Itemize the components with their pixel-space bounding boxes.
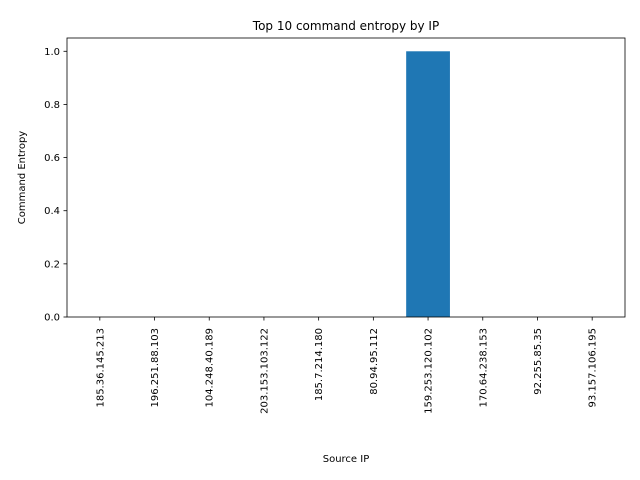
x-axis-ticks: 185.36.145.213 196.251.88.103 104.248.40.1… — [95, 317, 599, 414]
x-tick-label: 92.255.85.35 — [533, 328, 544, 395]
y-axis-label: Command Entropy — [17, 131, 28, 225]
plot-frame — [66, 37, 626, 318]
x-axis-label: Source IP — [323, 454, 370, 465]
y-tick-label: 0.0 — [44, 313, 60, 324]
y-tick-label: 1.0 — [44, 47, 60, 58]
x-tick-label: 203.153.103.122 — [259, 328, 270, 414]
y-tick-label: 0.8 — [44, 100, 60, 111]
y-tick-label: 0.6 — [44, 153, 60, 164]
x-tick-label: 104.248.40.189 — [205, 328, 216, 408]
x-tick-label: 196.251.88.103 — [150, 328, 161, 408]
x-tick-label: 170.64.238.153 — [478, 328, 489, 408]
y-tick-label: 0.2 — [44, 259, 60, 270]
x-tick-label: 80.94.95.112 — [369, 328, 380, 395]
x-tick-label: 185.36.145.213 — [95, 328, 106, 408]
x-tick-label: 185.7.214.180 — [314, 328, 325, 401]
bars-group — [406, 51, 450, 318]
bar — [406, 51, 450, 318]
y-axis-ticks: 0.0 0.2 0.4 0.6 0.8 1.0 — [44, 47, 67, 324]
x-tick-label: 159.253.120.102 — [424, 328, 435, 414]
x-tick-label: 93.157.106.195 — [588, 328, 599, 408]
chart-title: Top 10 command entropy by IP — [252, 19, 439, 33]
y-tick-label: 0.4 — [44, 206, 60, 217]
